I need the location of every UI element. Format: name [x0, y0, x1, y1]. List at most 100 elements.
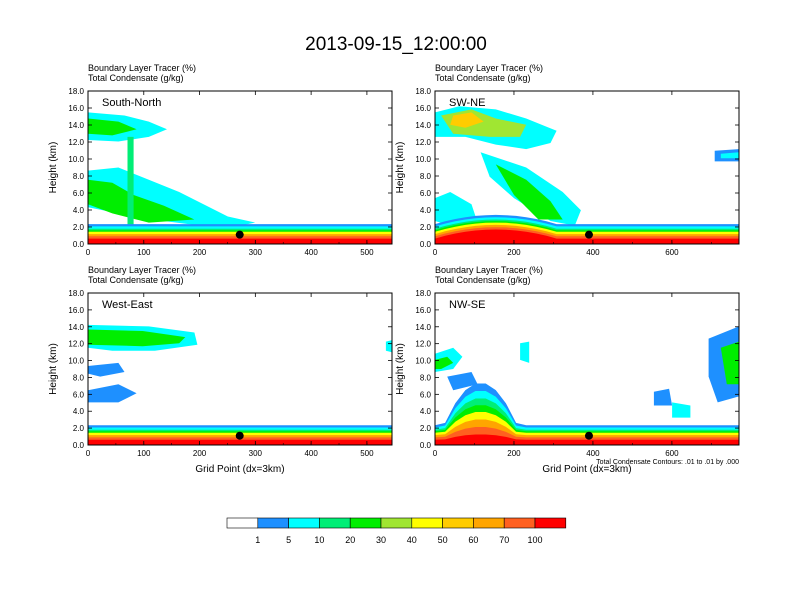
y-tick-label: 2.0 [420, 223, 432, 232]
y-tick-label: 18.0 [68, 87, 84, 96]
y-axis-label: Height (km) [48, 343, 59, 395]
panel-subtitle-1: Boundary Layer Tracer (%) [88, 265, 196, 275]
x-tick-label: 0 [86, 248, 91, 257]
location-marker [235, 431, 244, 440]
colorbar-cell [380, 517, 413, 529]
y-tick-label: 12.0 [68, 138, 84, 147]
colorbar-label: 30 [376, 535, 386, 545]
colorbar-label: 60 [468, 535, 478, 545]
x-tick-label: 100 [137, 449, 151, 458]
x-axis-label: Grid Point (dx=3km) [195, 464, 284, 475]
y-tick-label: 14.0 [415, 121, 431, 130]
y-tick-label: 0.0 [73, 441, 85, 450]
y-tick-label: 14.0 [415, 323, 431, 332]
colorbar-cell [411, 517, 443, 529]
y-tick-label: 8.0 [73, 373, 85, 382]
panel-subtitle-1: Boundary Layer Tracer (%) [435, 63, 543, 73]
colorbar-cell [257, 517, 289, 529]
y-tick-label: 4.0 [420, 206, 432, 215]
tracer-field [435, 326, 739, 445]
x-tick-label: 400 [586, 449, 600, 458]
x-tick-label: 400 [304, 248, 318, 257]
y-tick-label: 6.0 [420, 390, 432, 399]
colorbar-cell [442, 517, 474, 529]
field-region [127, 136, 134, 229]
y-tick-label: 16.0 [415, 104, 431, 113]
location-marker [584, 431, 593, 440]
y-tick-label: 14.0 [68, 121, 84, 130]
colorbar-cell [288, 517, 320, 529]
colorbar-label: 5 [286, 535, 291, 545]
y-tick-label: 16.0 [415, 306, 431, 315]
x-tick-label: 400 [304, 449, 318, 458]
colorbar-cell [226, 517, 259, 529]
y-tick-label: 4.0 [73, 407, 85, 416]
y-axis-label: Height (km) [48, 142, 59, 194]
colorbar-label: 1 [255, 535, 260, 545]
field-region [88, 179, 195, 223]
x-tick-label: 0 [433, 248, 438, 257]
y-tick-label: 0.0 [73, 240, 85, 249]
x-tick-label: 200 [193, 449, 207, 458]
field-region [385, 340, 392, 353]
y-axis-label: Height (km) [395, 343, 406, 395]
panel-4: Boundary Layer Tracer (%)Total Condensat… [395, 265, 740, 475]
panel-subtitle-2: Total Condensate (g/kg) [88, 73, 184, 83]
x-tick-label: 600 [665, 248, 679, 257]
y-tick-label: 6.0 [420, 189, 432, 198]
contour-footnote: Total Condensate Contours: .01 to .01 by… [596, 459, 739, 466]
y-tick-label: 18.0 [415, 289, 431, 298]
panel-label: West-East [102, 299, 153, 311]
x-tick-label: 500 [360, 449, 374, 458]
boundary-layer-band [435, 434, 739, 445]
field-region [447, 372, 478, 391]
y-tick-label: 6.0 [73, 390, 85, 399]
y-tick-label: 8.0 [420, 172, 432, 181]
figure-title: 2013-09-15_12:00:00 [305, 34, 487, 55]
y-tick-label: 6.0 [73, 189, 85, 198]
field-region [495, 164, 563, 220]
panel-subtitle-1: Boundary Layer Tracer (%) [435, 265, 543, 275]
panel-3: Boundary Layer Tracer (%)Total Condensat… [48, 265, 393, 475]
panel-label: NW-SE [449, 299, 485, 311]
field-region [720, 152, 739, 159]
plot-frame [434, 292, 740, 446]
plot-frame [87, 292, 393, 446]
boundary-layer-band [88, 439, 392, 445]
x-tick-label: 600 [665, 449, 679, 458]
field-region [520, 341, 530, 363]
field-region [450, 112, 484, 128]
y-axis-label: Height (km) [395, 142, 406, 194]
colorbar-label: 100 [527, 535, 542, 545]
y-tick-label: 4.0 [73, 206, 85, 215]
panel-subtitle-2: Total Condensate (g/kg) [435, 275, 531, 285]
x-tick-label: 100 [137, 248, 151, 257]
y-tick-label: 16.0 [68, 306, 84, 315]
y-tick-label: 12.0 [415, 138, 431, 147]
field-region [88, 118, 137, 136]
y-tick-label: 10.0 [68, 155, 84, 164]
y-tick-label: 18.0 [68, 289, 84, 298]
location-marker [584, 230, 593, 239]
y-tick-label: 10.0 [415, 357, 431, 366]
field-region [720, 341, 739, 385]
x-tick-label: 300 [249, 449, 263, 458]
x-tick-label: 500 [360, 248, 374, 257]
panel-label: SW-NE [449, 97, 485, 109]
colorbar-label: 40 [407, 535, 417, 545]
colorbar-cell [534, 517, 567, 529]
colorbar-cell [349, 517, 382, 529]
y-tick-label: 2.0 [73, 223, 85, 232]
panel-label: South-North [102, 97, 161, 109]
panel-subtitle-2: Total Condensate (g/kg) [435, 73, 531, 83]
y-tick-label: 16.0 [68, 104, 84, 113]
plot-frame [434, 90, 740, 245]
field-region [88, 329, 186, 347]
field-region [435, 356, 454, 369]
location-marker [235, 230, 244, 239]
x-tick-label: 0 [433, 449, 438, 458]
field-region [672, 402, 691, 418]
y-tick-label: 0.0 [420, 240, 432, 249]
y-tick-label: 4.0 [420, 407, 432, 416]
